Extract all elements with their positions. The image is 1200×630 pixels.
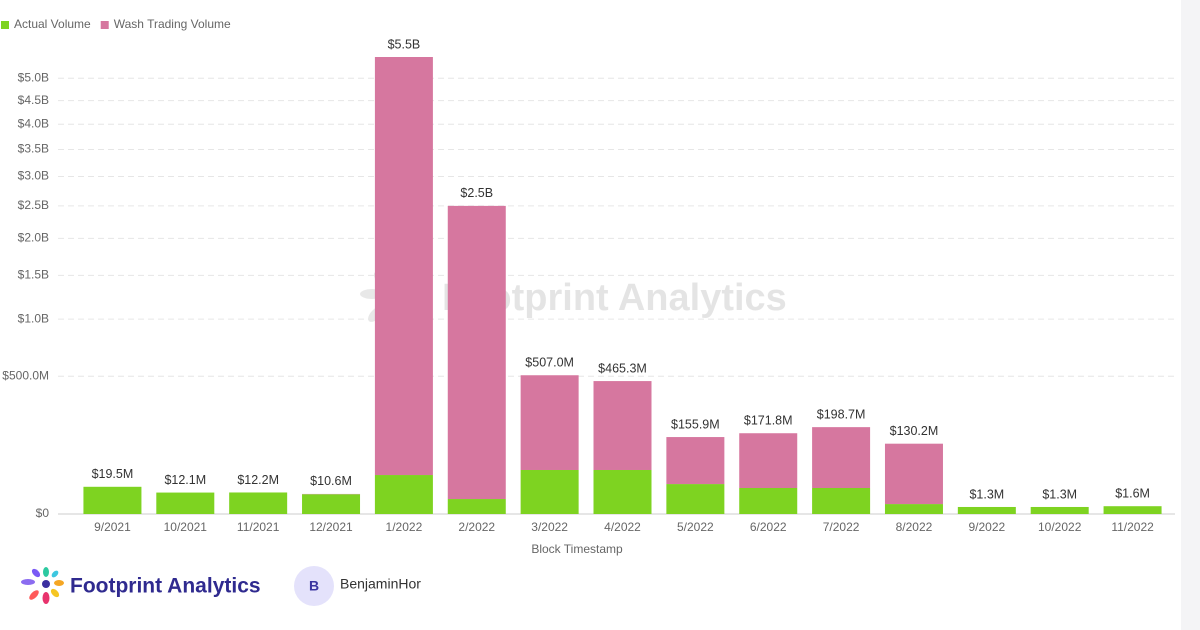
bar-segment (666, 484, 725, 514)
y-tick-label: $1.5B (18, 268, 49, 282)
x-tick-label: 11/2021 (237, 520, 280, 534)
data-label: $1.3M (1042, 487, 1077, 501)
x-tick-label: 1/2022 (386, 520, 423, 534)
data-label: $155.9M (671, 417, 720, 431)
bar-segment (83, 486, 142, 514)
x-tick-label: 10/2022 (1038, 520, 1082, 534)
legend-label: Actual Volume (14, 17, 91, 31)
footer-brand: Footprint Analytics (70, 575, 261, 598)
bar-segment (593, 381, 652, 470)
data-label: $1.3M (969, 487, 1004, 501)
bar-segment (1030, 506, 1089, 514)
side-strip (1181, 0, 1200, 630)
bar-segment (884, 443, 943, 505)
data-label: $12.1M (164, 473, 206, 487)
data-label: $198.7M (817, 407, 866, 421)
avatar (294, 566, 334, 606)
data-label: $1.6M (1115, 487, 1150, 501)
bar-segment (447, 205, 506, 500)
bar-segment (520, 375, 579, 470)
y-tick-label: $3.0B (18, 169, 49, 183)
data-label: $507.0M (525, 356, 574, 370)
bar-segment (666, 437, 725, 485)
bar-segment (447, 499, 506, 514)
bar-segment (520, 469, 579, 514)
y-tick-label: $500.0M (2, 368, 49, 382)
data-label: $171.8M (744, 414, 793, 428)
y-tick-label: $2.0B (18, 231, 49, 245)
y-tick-label: $1.0B (18, 311, 49, 325)
x-tick-label: 4/2022 (604, 520, 641, 534)
bar-segment (229, 492, 288, 514)
footer-logo (21, 567, 64, 604)
y-tick-label: $3.5B (18, 142, 49, 156)
x-tick-label: 12/2021 (309, 520, 353, 534)
bar-segment (593, 469, 652, 514)
avatar-initial: B (309, 578, 319, 594)
footer-author: BenjaminHor (340, 576, 421, 592)
y-tick-label: $4.0B (18, 116, 49, 130)
legend-swatch (1, 21, 9, 29)
x-tick-label: 11/2022 (1111, 520, 1154, 534)
bar-segment (374, 475, 433, 514)
data-label: $19.5M (92, 467, 134, 481)
x-tick-label: 10/2021 (164, 520, 208, 534)
bar-segment (812, 427, 871, 489)
legend-label: Wash Trading Volume (114, 17, 231, 31)
x-tick-label: 8/2022 (896, 520, 933, 534)
bar-segment (739, 488, 798, 514)
bar-segment (302, 494, 361, 514)
x-tick-label: 2/2022 (458, 520, 495, 534)
data-label: $5.5B (388, 37, 421, 51)
x-tick-label: 7/2022 (823, 520, 860, 534)
data-label: $130.2M (890, 424, 939, 438)
data-label: $465.3M (598, 361, 647, 375)
y-tick-label: $0 (36, 506, 50, 520)
data-label: $2.5B (460, 186, 493, 200)
data-label: $10.6M (310, 474, 352, 488)
x-tick-label: 6/2022 (750, 520, 787, 534)
bar-segment (1103, 506, 1162, 514)
x-axis-label: Block Timestamp (531, 542, 623, 556)
bar-segment (739, 433, 798, 489)
bar-segment (374, 57, 433, 476)
y-tick-label: $5.0B (18, 70, 49, 84)
x-tick-label: 9/2022 (968, 520, 1005, 534)
y-tick-label: $2.5B (18, 198, 49, 212)
x-tick-label: 5/2022 (677, 520, 714, 534)
bar-segment (156, 492, 215, 514)
y-tick-label: $4.5B (18, 93, 49, 107)
bar-segment (957, 506, 1016, 514)
bar-segment (812, 488, 871, 514)
x-tick-label: 9/2021 (94, 520, 131, 534)
data-label: $12.2M (237, 473, 279, 487)
bar-segment (884, 504, 943, 514)
legend-swatch (100, 21, 109, 29)
x-tick-label: 3/2022 (531, 520, 568, 534)
